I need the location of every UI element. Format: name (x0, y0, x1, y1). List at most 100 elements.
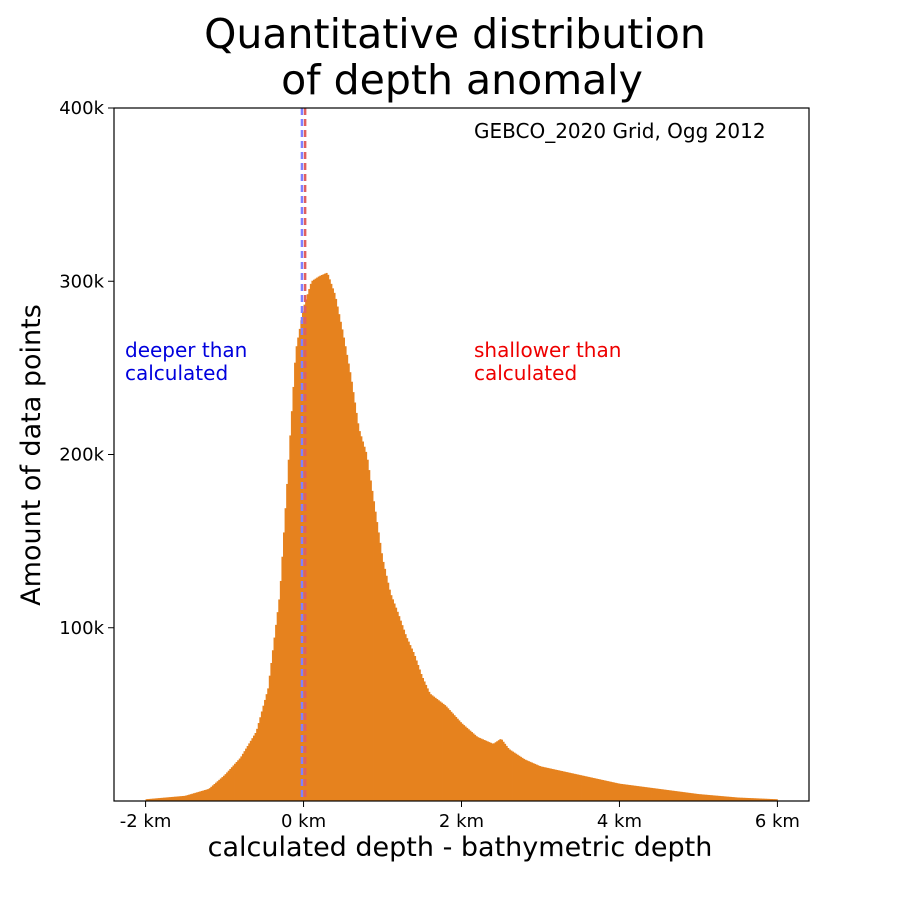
histogram-bar (407, 641, 410, 801)
histogram-bar (701, 794, 704, 801)
histogram-bar (609, 781, 612, 801)
histogram-bar (164, 797, 167, 801)
histogram-bar (205, 789, 208, 801)
histogram-bar (651, 787, 654, 801)
histogram-bar (336, 306, 339, 801)
histogram-bar (559, 770, 562, 801)
histogram-bar (390, 595, 393, 801)
y-tick-label: 300k (59, 271, 104, 292)
histogram-bar (497, 740, 500, 801)
histogram-bar (279, 580, 282, 801)
histogram-bar (361, 441, 364, 801)
histogram-bar (581, 775, 584, 801)
shallower-label-line-2: calculated (474, 361, 577, 385)
x-tick-label: -2 km (120, 811, 172, 832)
histogram-bar (162, 797, 165, 801)
histogram-bar (286, 483, 289, 801)
histogram-bar (474, 734, 477, 801)
histogram-bar (470, 732, 473, 801)
histogram-bar (485, 740, 488, 801)
histogram-bar (188, 794, 191, 801)
histogram-bar (482, 739, 485, 801)
x-tick-label: 4 km (597, 811, 642, 832)
x-tick-label: 6 km (755, 811, 800, 832)
histogram-bar (426, 688, 429, 801)
histogram-bar (641, 786, 644, 801)
histogram-bar (183, 795, 186, 801)
histogram-bar (393, 603, 396, 801)
histogram-bar (341, 329, 344, 801)
histogram-bar (673, 790, 676, 801)
histogram-bar (556, 769, 559, 801)
histogram-bar (456, 718, 459, 801)
histogram-bar (714, 795, 717, 801)
histogram-bar (177, 796, 180, 801)
histogram-bar (499, 739, 502, 801)
histogram-bar (524, 759, 527, 801)
histogram-bar (477, 737, 480, 801)
histogram-bar (557, 770, 560, 801)
histogram-bar (349, 372, 352, 801)
histogram-bar (185, 795, 188, 801)
plot-frame (113, 107, 810, 802)
chart-title-line-2: of depth anomaly (281, 56, 643, 104)
histogram-bar (259, 717, 262, 801)
histogram-bar (147, 799, 150, 801)
histogram-bar (290, 411, 293, 801)
histogram-bar (319, 275, 322, 802)
histogram-bar (769, 798, 772, 801)
histogram-bar (218, 779, 221, 801)
histogram-bar (665, 789, 668, 801)
histogram-bar (289, 435, 292, 801)
histogram-bar (554, 769, 557, 801)
histogram-bar (283, 532, 285, 801)
y-tick-label: 400k (59, 98, 104, 119)
histogram-bar (643, 786, 646, 801)
histogram-bar (287, 459, 290, 801)
histogram-bar (180, 796, 183, 801)
histogram-bar (739, 797, 742, 801)
histogram-bar (529, 761, 532, 801)
histogram-bar (232, 765, 235, 801)
histogram-bar (324, 273, 327, 801)
histogram-bar (403, 629, 406, 801)
histogram-bar (677, 791, 680, 801)
histogram-bar (608, 781, 611, 801)
histogram-bar (380, 553, 383, 801)
histogram-bar (429, 694, 432, 801)
histogram-bar (583, 775, 586, 801)
histogram-bar (635, 785, 638, 801)
histogram-bar (633, 785, 636, 801)
histogram-bar (551, 768, 554, 801)
y-tick-label: 200k (59, 445, 104, 466)
histogram-bar (248, 743, 251, 801)
histogram-bar (243, 751, 246, 801)
histogram-bar (586, 776, 589, 801)
histogram-bar (238, 758, 241, 801)
histogram-bar (226, 772, 229, 801)
histogram-bar (489, 742, 492, 801)
histogram-bar (502, 741, 505, 801)
histogram-bar (210, 786, 213, 801)
histogram-bar (235, 762, 238, 801)
deeper-label-line-2: calculated (125, 361, 228, 385)
histogram-bar (320, 275, 323, 801)
histogram-bar (339, 321, 342, 801)
histogram-bar (387, 582, 390, 801)
histogram-bar (706, 794, 709, 801)
histogram-bar (589, 777, 592, 801)
histogram-bar (693, 793, 696, 801)
histogram-bar (273, 637, 276, 801)
histogram-bar (532, 763, 535, 801)
histogram-bar (720, 796, 723, 801)
histogram-bar (480, 738, 483, 801)
histogram-bar (535, 764, 538, 801)
histogram-bar (488, 742, 491, 801)
histogram-bar (570, 773, 573, 801)
histogram-bar (628, 785, 631, 801)
histogram-bar (549, 768, 552, 801)
histogram-bar (703, 794, 706, 801)
histogram-bar (309, 283, 312, 802)
histogram-bar (469, 730, 472, 801)
